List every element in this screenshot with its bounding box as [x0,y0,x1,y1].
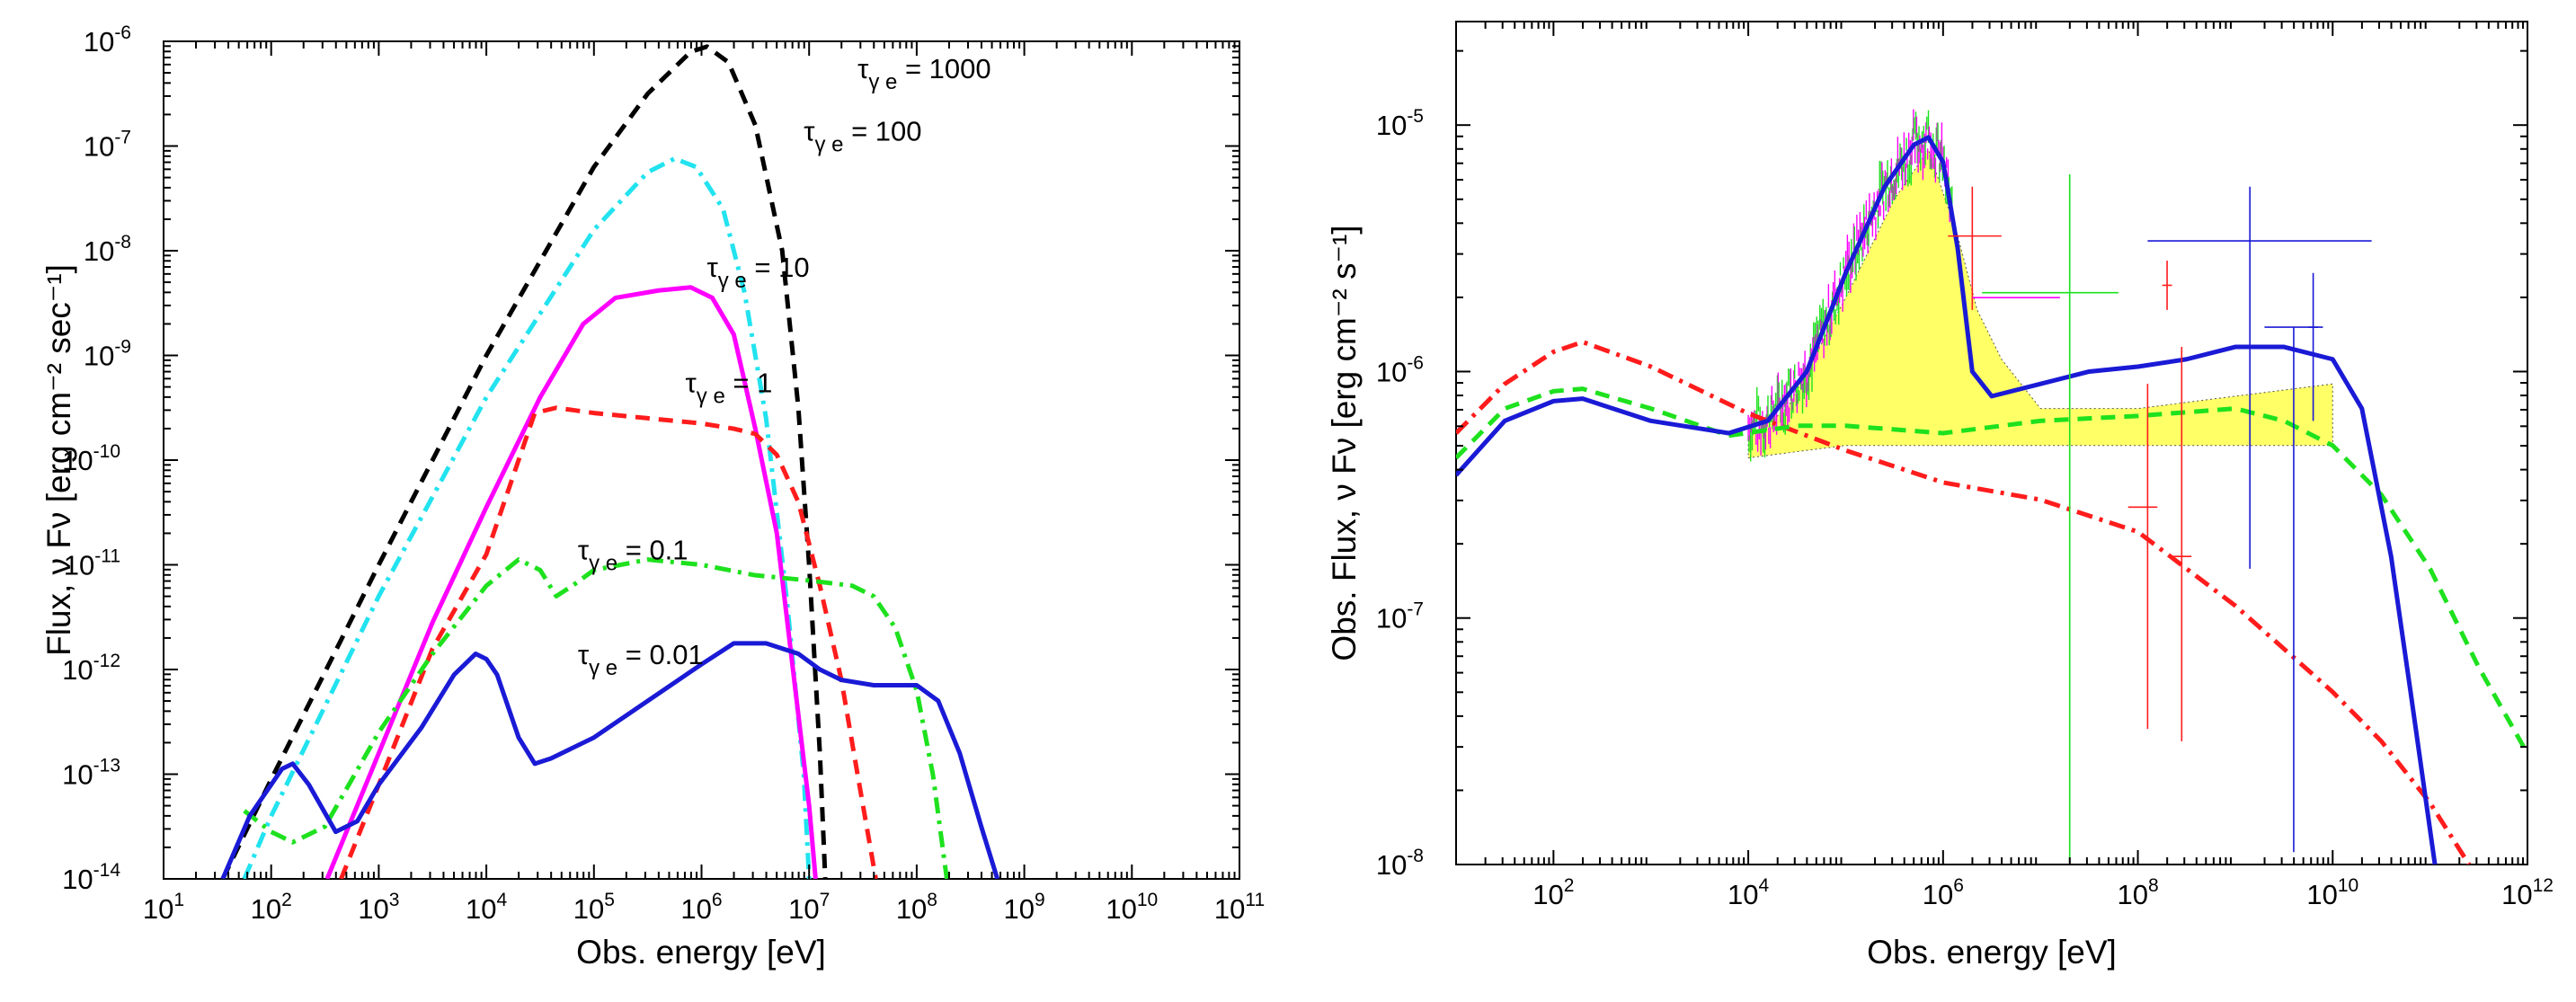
curve-label: τγ e = 10 [706,252,809,293]
y-tick-label: 10-10 [62,441,120,476]
plot-area [220,44,1000,879]
x-tick-label: 109 [1004,890,1045,925]
series-line [324,285,818,879]
left-ticks-layer: 101 102 103 104 105 106 107 108 109 1010 1011 10-14… [62,22,1265,925]
data-point-errorbar [1948,186,2002,310]
x-tick-label: 108 [896,890,937,925]
y-tick-label: 10-12 [62,651,120,686]
x-tick-label: 1011 [1214,890,1265,925]
x-tick-label: 103 [358,890,399,925]
data-point-errorbar [2127,384,2158,730]
y-tick-label: 10-11 [64,546,120,581]
curve-label: τγ e = 0.1 [578,535,688,576]
curve-label: τγ e = 0.01 [578,639,704,680]
y-tick-label: 10-9 [84,337,131,372]
left-plot-layer: τγ e = 1000 τγ e = 100 τγ e = 10 τγ e = 1 τγ… [220,44,1000,879]
y-tick-label: 10-8 [1376,846,1424,881]
right-y-axis-title: Obs. Flux, ν Fν [erg cm⁻² s⁻¹] [1326,225,1363,661]
y-tick-label: 10-6 [84,22,131,58]
uncertainty-band [1747,148,2333,459]
right-x-axis-title: Obs. energy [eV] [1867,934,2117,971]
x-tick-label: 104 [1728,875,1769,910]
series-line [220,641,1000,879]
series-line [1456,386,2527,755]
x-tick-label: 1010 [1106,890,1158,925]
x-tick-label: 1010 [2306,875,2358,910]
x-tick-label: 101 [143,890,184,925]
left-plot-frame [163,40,1240,880]
x-tick-label: 107 [788,890,830,925]
series-line [242,155,812,879]
x-tick-label: 102 [251,890,292,925]
right-chart-panel: 102 104 106 108 1010 1012 10-8 10-7 10-6 10-5 Obs… [1326,21,2554,971]
series-line [243,557,949,879]
x-tick-label: 106 [680,890,722,925]
plot-area [1456,109,2527,865]
series-line [1456,340,2472,865]
x-tick-label: 1012 [2501,875,2554,910]
y-tick-label: 10-8 [84,232,131,267]
y-tick-label: 10-6 [1376,352,1424,387]
x-tick-label: 108 [2117,875,2158,910]
curve-label: τγ e = 100 [804,116,921,157]
left-chart-panel: τγ e = 1000 τγ e = 100 τγ e = 10 τγ e = 1 τγ… [40,22,1265,971]
y-tick-label: 10-14 [62,860,120,895]
y-tick-label: 10-13 [62,756,120,791]
data-point-errorbar [2172,347,2192,741]
y-tick-label: 10-7 [1376,599,1424,634]
y-tick-label: 10-7 [84,128,131,163]
data-point-errorbar [2308,272,2319,421]
x-tick-label: 104 [466,890,507,925]
data-point-errorbar [2147,186,2372,569]
y-tick-label: 10-5 [1376,106,1424,141]
curve-label: τγ e = 1000 [857,53,991,94]
right-plot-layer [1456,109,2527,865]
right-ticks-layer: 102 104 106 108 1010 1012 10-8 10-7 10-6 10-5 [1376,22,2554,910]
x-tick-label: 102 [1532,875,1574,910]
left-x-axis-title: Obs. energy [eV] [576,934,826,971]
right-plot-frame [1455,21,2528,865]
data-point-errorbar [2162,261,2172,310]
series-line [1456,135,2438,865]
x-tick-label: 105 [573,890,615,925]
series-line [220,44,828,879]
left-y-axis-title: Flux, ν Fν [erg cm⁻² sec⁻¹] [40,264,77,656]
data-point-errorbar [1982,174,2119,865]
x-tick-label: 106 [1923,875,1964,910]
curve-label: τγ e = 1 [686,367,773,408]
